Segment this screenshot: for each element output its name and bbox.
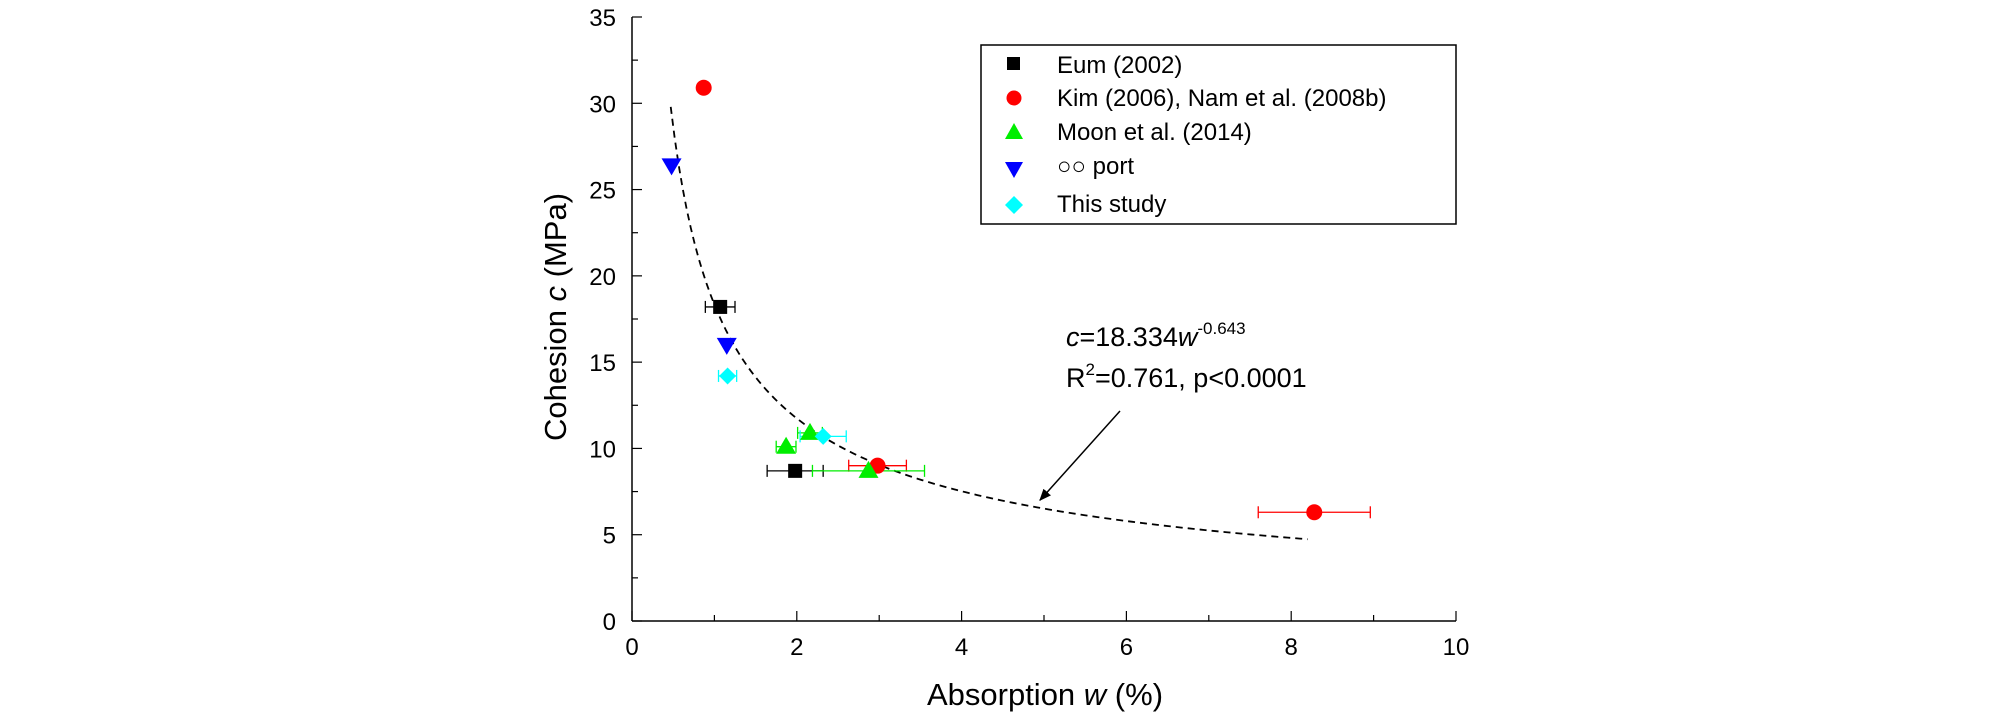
x-tick-label: 8	[1285, 634, 1298, 661]
y-axis-title-var: c	[538, 285, 573, 301]
legend-square-icon	[1007, 57, 1020, 70]
fit-equation-var: c	[1066, 322, 1080, 352]
y-tick-label: 0	[603, 609, 616, 636]
x-axis-title-unit: (%)	[1106, 677, 1163, 712]
data-point-triangle-down	[661, 158, 682, 176]
annotation-arrow	[1039, 410, 1121, 501]
legend-entry-eum: Eum (2002)	[1007, 52, 1182, 79]
y-tick-label: 10	[589, 436, 616, 463]
y-tick-label: 5	[603, 523, 616, 550]
x-axis-title: Absorption w (%)	[927, 677, 1163, 712]
data-point-triangle-up	[776, 436, 797, 454]
legend-label-port: ○○ port	[1057, 153, 1134, 180]
fit-equation-base: w	[1178, 322, 1199, 352]
fit-curve	[669, 106, 1308, 541]
fit-layer	[669, 106, 1308, 541]
fit-r2-prefix: R	[1066, 363, 1086, 393]
y-tick-label: 35	[589, 5, 616, 32]
data-point-diamond	[719, 367, 737, 385]
fit-equation: c=18.334w-0.643	[1066, 319, 1246, 352]
data-point-square	[713, 299, 728, 314]
y-axis-title: Cohesion c (MPa)	[538, 193, 573, 441]
legend-entry-port: ○○ port	[1005, 153, 1134, 180]
legend-entry-this-study: This study	[1005, 191, 1166, 218]
x-tick-label: 4	[955, 634, 968, 661]
y-tick-label: 20	[589, 264, 616, 291]
legend-box	[980, 44, 1457, 225]
y-tick-label: 30	[589, 91, 616, 118]
data-point-square	[788, 463, 803, 478]
errorbar-layer	[704, 300, 1371, 519]
legend-label-kim: Kim (2006), Nam et al. (2008b)	[1057, 85, 1386, 112]
x-axis-title-main: Absorption	[927, 677, 1084, 712]
data-point-triangle-down	[716, 337, 737, 355]
legend: Eum (2002) Kim (2006), Nam et al. (2008b…	[980, 44, 1457, 225]
y-axis-title-unit: (MPa)	[538, 193, 573, 286]
x-tick-label: 10	[1443, 634, 1470, 661]
y-axis-title-main: Cohesion	[538, 301, 573, 441]
legend-label-moon: Moon et al. (2014)	[1057, 119, 1252, 146]
x-axis-title-var: w	[1084, 677, 1109, 712]
legend-circle-icon	[1006, 90, 1022, 106]
legend-triangle-down-icon	[1005, 162, 1023, 178]
legend-entry-moon: Moon et al. (2014)	[1005, 119, 1252, 146]
fit-r2-sup: 2	[1086, 360, 1095, 379]
y-tick-label: 15	[589, 350, 616, 377]
legend-label-this-study: This study	[1057, 191, 1166, 218]
legend-entry-kim: Kim (2006), Nam et al. (2008b)	[1006, 85, 1386, 112]
x-tick-label: 6	[1120, 634, 1133, 661]
data-point-circle	[695, 79, 712, 96]
legend-diamond-icon	[1005, 196, 1023, 214]
fit-equation-coef: =18.334	[1080, 322, 1178, 352]
fit-annotation: c=18.334w-0.643 R2=0.761, p<0.0001	[1039, 319, 1307, 501]
fit-equation-exponent: -0.643	[1197, 319, 1245, 338]
data-point-triangle-up	[858, 460, 879, 478]
legend-triangle-up-icon	[1005, 123, 1023, 139]
axes: 0 2 4 6 8 10 0 5 10 15 20 25 30 35	[589, 5, 1469, 661]
fit-r2: R2=0.761, p<0.0001	[1066, 360, 1307, 393]
data-point-circle	[1306, 504, 1323, 521]
data-point-diamond	[814, 427, 832, 445]
marker-layer	[661, 79, 1323, 521]
fit-r2-text: =0.761, p<0.0001	[1095, 363, 1307, 393]
y-tick-label: 25	[589, 178, 616, 205]
legend-label-eum: Eum (2002)	[1057, 52, 1182, 79]
x-tick-label: 0	[625, 634, 638, 661]
x-tick-label: 2	[790, 634, 803, 661]
data-point-triangle-up	[799, 422, 820, 440]
